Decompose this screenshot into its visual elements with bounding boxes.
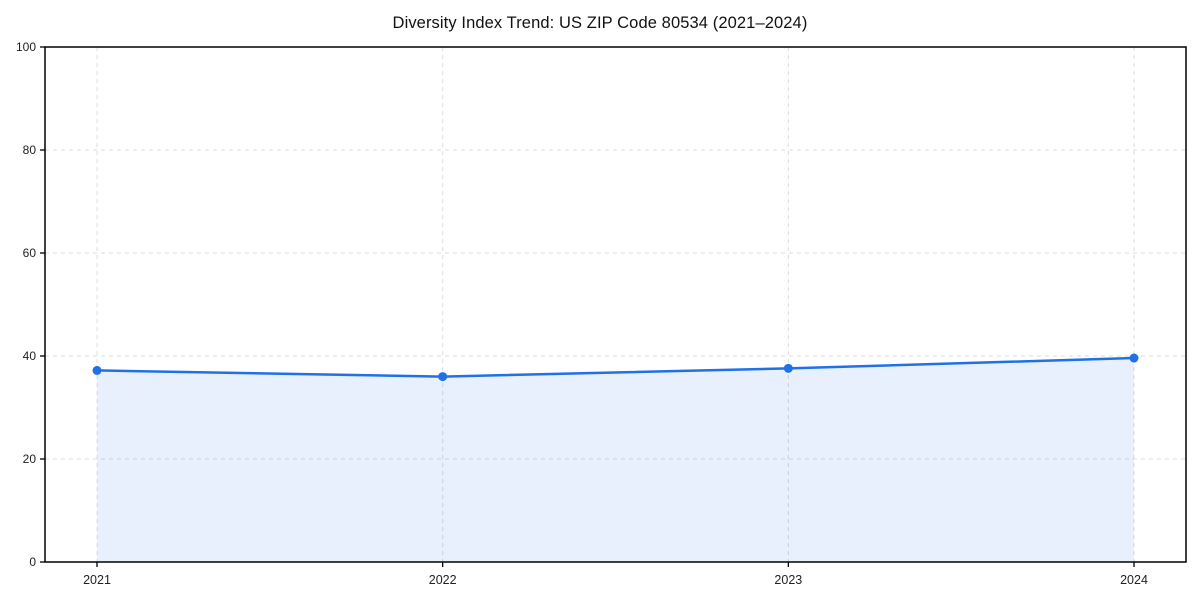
- data-point: [92, 365, 102, 375]
- y-tick-label: 60: [23, 246, 37, 260]
- y-tick-label: 80: [23, 143, 37, 157]
- x-tick-label: 2024: [1120, 573, 1148, 587]
- x-tick-label: 2021: [83, 573, 111, 587]
- plot-box: [44, 46, 1187, 563]
- data-point: [783, 363, 793, 373]
- chart-title: Diversity Index Trend: US ZIP Code 80534…: [392, 14, 808, 32]
- x-tick-label: 2023: [774, 573, 802, 587]
- x-tick-label: 2022: [429, 573, 457, 587]
- area-fill: [97, 358, 1134, 562]
- y-tick-label: 20: [23, 452, 37, 466]
- data-point: [1129, 353, 1139, 363]
- y-tick-label: 40: [23, 349, 37, 363]
- data-point: [438, 372, 448, 382]
- y-tick-label: 0: [29, 555, 36, 569]
- trend-line: [95, 356, 1136, 378]
- y-tick-label: 100: [16, 40, 36, 54]
